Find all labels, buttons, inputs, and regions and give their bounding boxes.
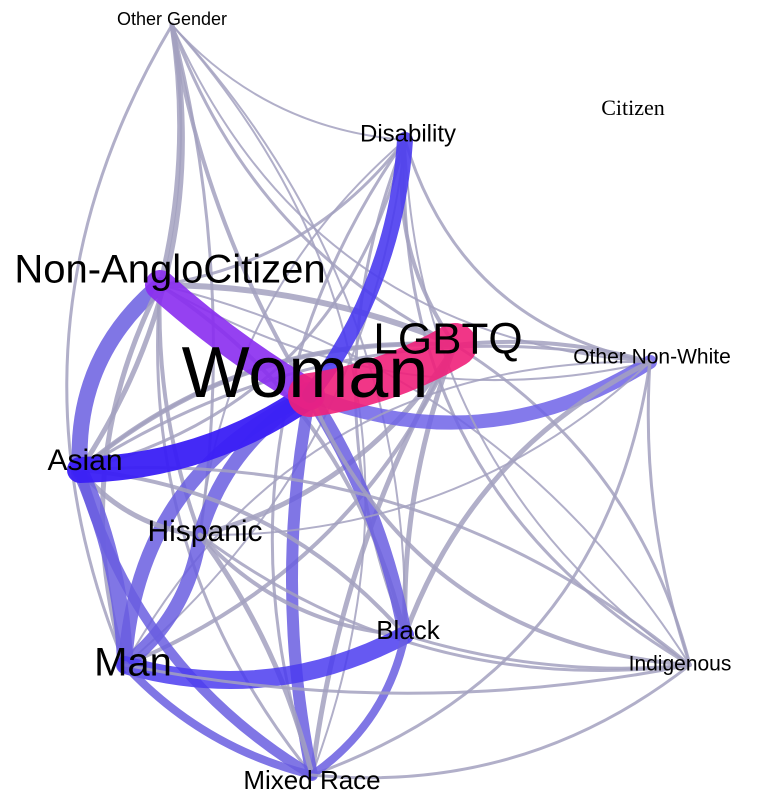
edge <box>302 132 413 403</box>
edge <box>78 138 407 472</box>
edge <box>198 533 692 673</box>
edge <box>116 626 414 689</box>
edge <box>121 661 316 779</box>
edge <box>309 342 458 778</box>
edge <box>156 283 314 777</box>
labels: Other Gender Citizen Disability Non-AngloCi… <box>14 9 731 795</box>
edge <box>310 663 692 780</box>
node-label: LGBTQ <box>373 315 522 364</box>
edge <box>75 465 317 780</box>
edge <box>288 323 477 417</box>
edge <box>646 360 692 667</box>
edge <box>67 382 323 483</box>
edge <box>197 532 315 778</box>
node-label: Mixed Race <box>243 765 380 795</box>
node-label: Man <box>94 641 172 685</box>
edge <box>403 633 692 670</box>
node-label: Non-AngloCitizen <box>14 248 325 292</box>
edge <box>157 282 458 348</box>
edge <box>158 138 407 287</box>
node-label: Woman <box>182 333 429 413</box>
edges <box>65 22 692 781</box>
edge <box>404 139 691 666</box>
node-label: Black <box>376 615 441 645</box>
node-label: Disability <box>360 120 456 147</box>
edge <box>118 528 207 672</box>
edge <box>123 663 692 695</box>
edge <box>286 389 318 781</box>
node-label: Indigenous <box>629 653 732 676</box>
edge <box>78 344 652 472</box>
edge <box>308 393 692 667</box>
node-label: Other Non-White <box>573 346 731 369</box>
edge <box>65 23 174 667</box>
edge <box>199 361 651 537</box>
edge <box>170 23 457 347</box>
edge <box>303 388 412 642</box>
edge <box>171 24 406 141</box>
edge <box>453 339 652 364</box>
edge <box>402 359 653 638</box>
edge <box>171 24 651 363</box>
edge <box>145 270 325 410</box>
node-label: Other Gender <box>117 9 227 29</box>
node-label: Citizen <box>601 95 665 120</box>
edge <box>308 631 409 779</box>
edge <box>310 360 652 777</box>
node-label: Asian <box>47 444 122 477</box>
edge <box>71 277 168 478</box>
edge <box>124 360 651 666</box>
edge <box>170 23 312 397</box>
node-label: Hispanic <box>147 515 262 548</box>
edge <box>402 342 458 638</box>
